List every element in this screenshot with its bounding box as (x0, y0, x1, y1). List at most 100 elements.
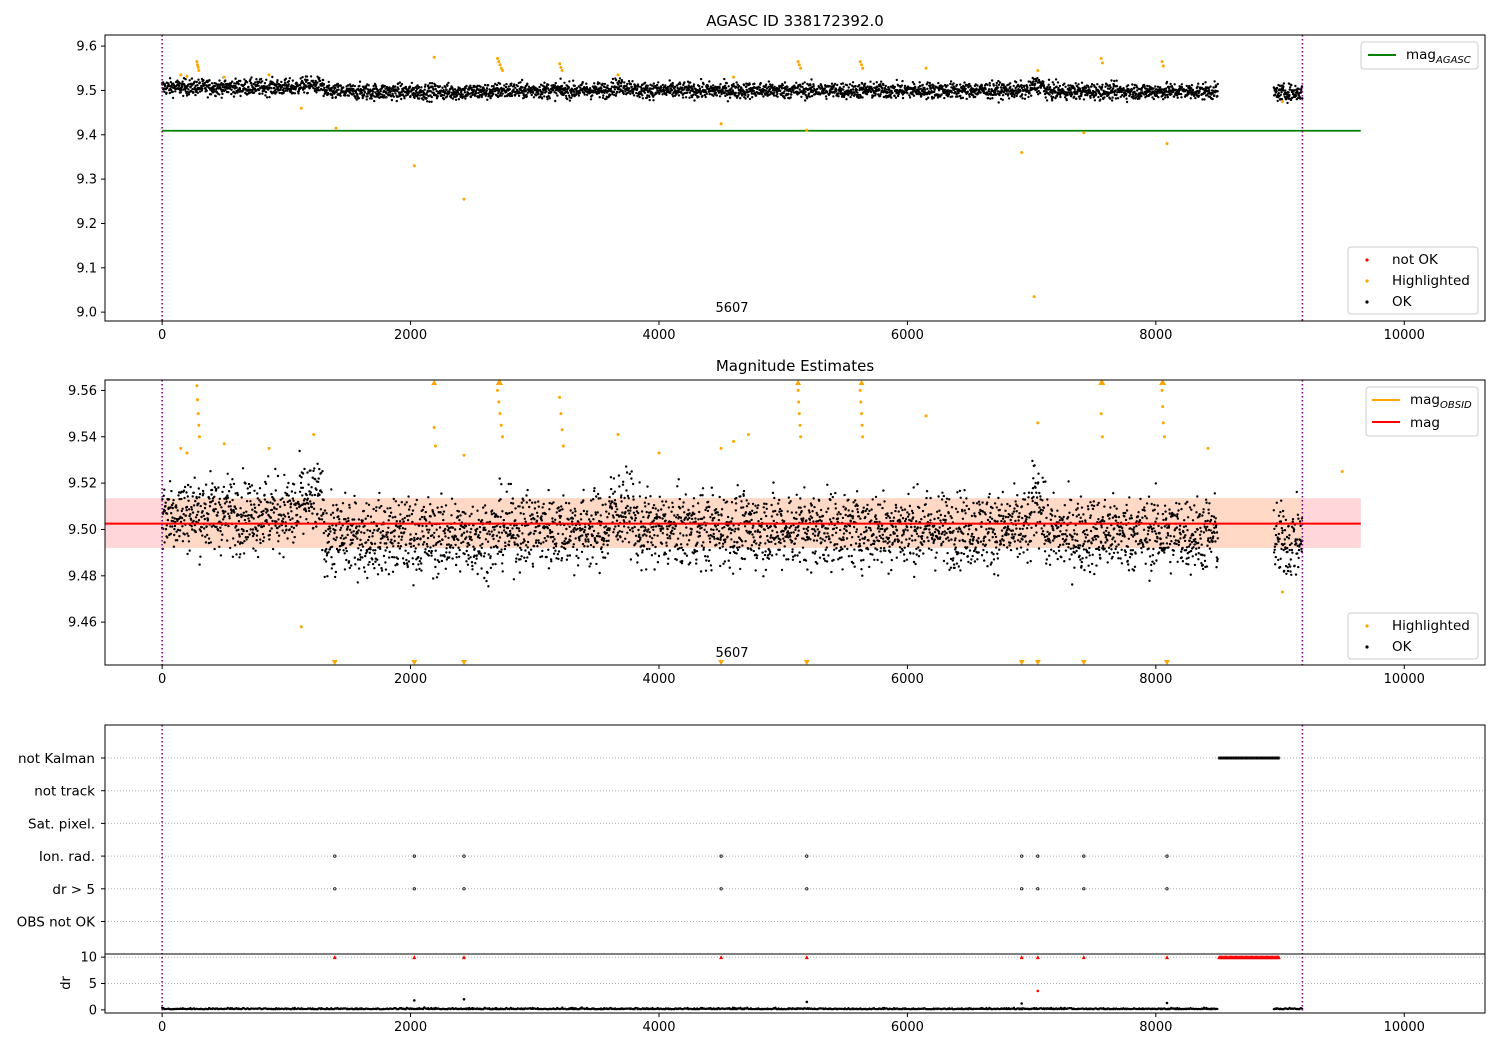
ok-point (505, 90, 508, 94)
ok-point (198, 563, 201, 566)
ok-point (588, 87, 592, 90)
ok-point (330, 93, 334, 97)
ok-point (1051, 99, 1054, 102)
ok-point (652, 99, 655, 102)
ok-point (480, 90, 483, 94)
ok-point (201, 489, 205, 493)
ok-point (1189, 97, 1193, 100)
ok-point (744, 97, 747, 100)
ok-point (690, 95, 694, 99)
ok-point (968, 95, 971, 99)
ok-point (337, 550, 340, 554)
ok-point (1114, 97, 1118, 100)
highlighted-point (732, 75, 735, 79)
ok-point (1065, 98, 1068, 102)
ok-point (884, 84, 887, 88)
ok-point (424, 83, 427, 86)
ok-point (363, 524, 366, 528)
ok-point (327, 84, 331, 87)
ok-point (1157, 96, 1160, 99)
ok-point (402, 520, 405, 523)
y-tick-label: 9.3 (76, 173, 97, 188)
ok-point (268, 95, 271, 99)
highlighted-point (267, 73, 271, 77)
ok-point (1023, 84, 1026, 88)
ok-point (491, 90, 494, 93)
ok-point (606, 84, 609, 87)
ok-point (266, 509, 269, 512)
ok-point (187, 540, 191, 543)
ok-point (734, 91, 737, 95)
ok-point (364, 87, 368, 90)
ok-point (373, 567, 376, 570)
ok-point (451, 97, 455, 100)
ok-point (273, 507, 276, 510)
ok-point (1056, 81, 1060, 84)
ok-point (718, 95, 722, 98)
ok-point (825, 97, 828, 101)
ok-point (912, 94, 916, 98)
ok-point (287, 481, 290, 485)
ok-point (347, 94, 350, 97)
ok-point (853, 92, 856, 95)
ok-point (571, 94, 574, 98)
ok-point (683, 81, 686, 84)
ok-point (210, 82, 214, 85)
ok-point (262, 524, 265, 528)
ok-point (804, 99, 807, 102)
ok-point (400, 501, 403, 504)
ok-point (928, 81, 931, 85)
ok-point (279, 84, 282, 87)
ok-point (453, 88, 457, 91)
ok-point (348, 566, 351, 570)
ok-point (394, 85, 397, 88)
ok-point (597, 91, 601, 95)
ok-point (257, 503, 261, 507)
ok-point (1104, 85, 1107, 88)
ok-point (852, 88, 855, 91)
ok-point (824, 95, 828, 98)
ok-point (318, 518, 321, 521)
ok-point (173, 533, 176, 537)
ok-point (306, 471, 309, 474)
ok-point (1204, 81, 1207, 84)
ok-point (334, 529, 337, 532)
ok-point (739, 97, 742, 100)
ok-point (222, 83, 226, 87)
ok-point (687, 84, 690, 87)
ok-point (199, 530, 203, 533)
ok-point (759, 81, 762, 85)
ok-point (305, 85, 308, 89)
ok-point (951, 95, 954, 98)
ok-point (1198, 90, 1201, 93)
ok-point (1152, 97, 1156, 101)
ok-point (221, 490, 224, 494)
ok-point (242, 529, 245, 533)
ok-point (387, 519, 390, 522)
ok-point (186, 532, 189, 535)
ok-point (288, 528, 291, 531)
ok-point (495, 83, 499, 87)
ok-point (203, 517, 206, 521)
ok-point (708, 80, 711, 83)
ok-point (605, 97, 608, 100)
ok-point (253, 87, 257, 91)
ok-point (445, 88, 448, 92)
ok-point (239, 94, 242, 98)
ok-point (307, 502, 310, 505)
ok-point (458, 87, 462, 90)
ok-point (377, 91, 381, 94)
ok-point (392, 556, 396, 559)
ok-point (522, 96, 526, 99)
ok-point (209, 93, 213, 96)
ok-point (1180, 96, 1183, 99)
ok-point (509, 84, 513, 87)
ok-point (334, 570, 338, 574)
ok-point (194, 93, 197, 97)
ok-point (1077, 83, 1080, 86)
ok-point (368, 529, 372, 533)
ok-point (1190, 83, 1194, 87)
ok-point (567, 94, 571, 97)
ok-point (1067, 84, 1070, 87)
ok-point (842, 88, 845, 91)
